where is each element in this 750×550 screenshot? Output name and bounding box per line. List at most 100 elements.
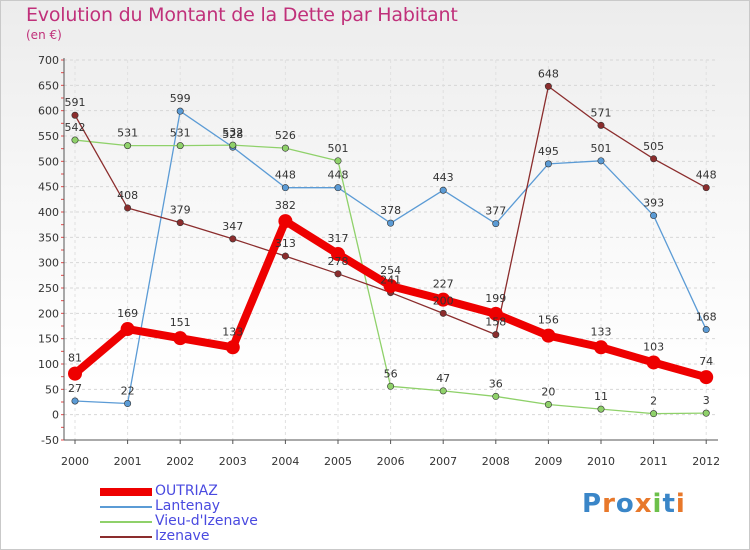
legend-label: OUTRIAZ [155,483,218,499]
data-label: 20 [541,386,555,399]
y-tick-label: 150 [38,333,59,346]
legend-swatch [100,536,152,538]
legend-label: Lantenay [155,498,221,514]
data-point [124,204,132,212]
data-point [278,214,293,229]
series-lines [68,82,714,418]
legend-label: Izenave [155,528,210,544]
data-label: 505 [643,140,664,153]
series-line [74,110,707,405]
x-tick-label: 2000 [61,455,89,468]
logo-letter: r [602,489,616,519]
y-tick-label: -50 [41,434,59,447]
y-tick-label: 0 [52,409,59,422]
x-tick-label: 2006 [377,455,405,468]
data-label: 156 [538,314,559,327]
data-point [439,309,447,317]
data-label: 599 [170,92,191,105]
data-label: 571 [591,106,612,119]
data-point [650,155,658,163]
data-point [334,157,342,165]
data-label: 448 [696,169,717,182]
y-tick-label: 700 [38,54,59,67]
y-tick-label: 650 [38,79,59,92]
data-point [334,184,342,192]
x-tick-label: 2003 [219,455,247,468]
logo-letter: P [582,489,603,519]
y-tick-label: 600 [38,105,59,118]
data-label: 501 [591,142,612,155]
data-label: 526 [275,129,296,142]
data-label: 377 [485,205,506,218]
data-point [646,355,661,370]
data-label: 382 [275,199,296,212]
chart-subtitle: (en €) [26,28,62,42]
data-point [229,141,237,149]
y-tick-label: 250 [38,282,59,295]
data-label: 542 [65,121,86,134]
x-tick-label: 2004 [271,455,299,468]
data-label: 158 [485,316,506,329]
data-label: 199 [485,292,506,305]
y-tick-label: 50 [45,383,59,396]
data-label: 227 [433,278,454,291]
data-label: 378 [380,204,401,217]
data-point [383,278,398,293]
data-label: 241 [380,274,401,287]
data-label: 3 [703,394,710,407]
data-label: 408 [117,189,138,202]
data-label: 103 [643,340,664,353]
data-point [597,121,605,129]
data-label: 168 [696,311,717,324]
data-point [124,400,132,408]
data-label: 133 [222,325,243,338]
data-label: 501 [328,142,349,155]
data-point [71,136,79,144]
y-tick-label: 200 [38,307,59,320]
x-tick-label: 2001 [114,455,142,468]
data-label: 133 [591,325,612,338]
x-tick-label: 2005 [324,455,352,468]
data-point [334,270,342,278]
data-point [120,322,135,337]
data-point [281,184,289,192]
series-outriaz [68,214,714,385]
y-tick-label: 100 [38,358,59,371]
data-label: 22 [121,385,135,398]
series-line [71,217,711,382]
data-point [439,186,447,194]
data-point [71,397,79,405]
data-label: 443 [433,171,454,184]
data-label: 532 [222,126,243,139]
data-label: 379 [170,204,191,217]
data-label: 278 [328,255,349,268]
x-tick-label: 2011 [640,455,668,468]
data-label: 27 [68,382,82,395]
data-point [650,212,658,220]
x-tick-label: 2008 [482,455,510,468]
data-point [176,142,184,150]
data-point [544,82,552,90]
data-point [492,392,500,400]
legend-swatch [100,488,152,496]
data-point [436,292,451,307]
data-label: 200 [433,294,454,307]
logo-letter: t [662,489,676,519]
data-label: 448 [275,169,296,182]
y-tick-label: 500 [38,155,59,168]
x-tick-label: 2002 [166,455,194,468]
x-tick-label: 2010 [587,455,615,468]
data-point [173,331,188,346]
data-point [544,160,552,168]
data-label: 528 [222,128,243,141]
data-label: 2 [650,395,657,408]
data-label: 448 [328,169,349,182]
legend-swatch [100,506,152,508]
y-tick-label: 350 [38,231,59,244]
data-point [439,387,447,395]
data-point [71,111,79,119]
data-label: 648 [538,67,559,80]
y-tick-label: 400 [38,206,59,219]
legend-swatch [100,521,152,523]
